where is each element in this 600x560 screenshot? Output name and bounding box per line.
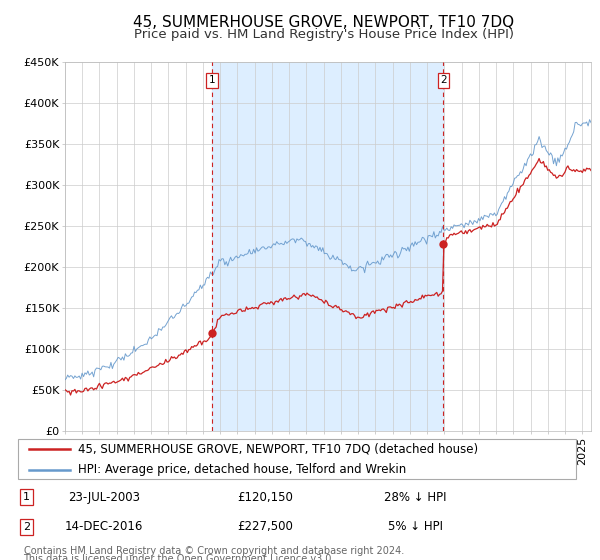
Text: 23-JUL-2003: 23-JUL-2003	[68, 491, 140, 504]
Text: 2: 2	[23, 522, 30, 532]
Text: 2: 2	[440, 76, 447, 86]
Text: 45, SUMMERHOUSE GROVE, NEWPORT, TF10 7DQ (detached house): 45, SUMMERHOUSE GROVE, NEWPORT, TF10 7DQ…	[78, 442, 478, 455]
Text: 5% ↓ HPI: 5% ↓ HPI	[388, 520, 443, 533]
Text: 14-DEC-2016: 14-DEC-2016	[65, 520, 143, 533]
Text: 1: 1	[209, 76, 215, 86]
Text: Contains HM Land Registry data © Crown copyright and database right 2024.: Contains HM Land Registry data © Crown c…	[23, 546, 404, 556]
Text: 45, SUMMERHOUSE GROVE, NEWPORT, TF10 7DQ: 45, SUMMERHOUSE GROVE, NEWPORT, TF10 7DQ	[133, 15, 515, 30]
Text: Price paid vs. HM Land Registry's House Price Index (HPI): Price paid vs. HM Land Registry's House …	[134, 28, 514, 41]
Text: £120,150: £120,150	[238, 491, 293, 504]
Text: 28% ↓ HPI: 28% ↓ HPI	[384, 491, 446, 504]
Bar	[212, 62, 443, 431]
FancyBboxPatch shape	[18, 439, 577, 479]
Text: HPI: Average price, detached house, Telford and Wrekin: HPI: Average price, detached house, Telf…	[78, 463, 406, 476]
Text: 1: 1	[23, 492, 30, 502]
Text: £227,500: £227,500	[238, 520, 293, 533]
Text: This data is licensed under the Open Government Licence v3.0.: This data is licensed under the Open Gov…	[23, 554, 335, 560]
